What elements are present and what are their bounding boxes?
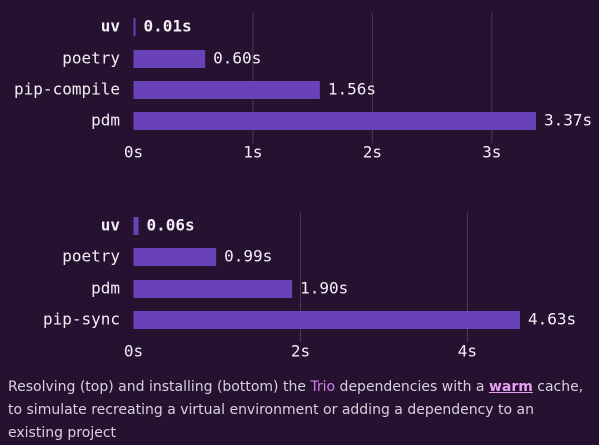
- category-label: pip-sync: [43, 310, 120, 329]
- x-tick-label: 1s: [243, 143, 262, 162]
- chart-resolve: 0s 1s 2s 3s uv 0.01s poetry 0.60s pip-compile 1.5…: [14, 13, 592, 162]
- x-tick-label: 3s: [482, 143, 501, 162]
- benchmark-figure: 0s 1s 2s 3s uv 0.01s poetry 0.60s pip-compile 1.5…: [8, 13, 592, 441]
- value-label: 4.63s: [528, 310, 576, 329]
- category-label: uv: [101, 216, 121, 235]
- value-label: 0.60s: [213, 49, 261, 68]
- x-tick-label: 2s: [291, 342, 310, 361]
- bar: [133, 50, 206, 68]
- category-label: uv: [101, 17, 121, 36]
- bar: [133, 18, 136, 36]
- value-label: 0.06s: [147, 216, 195, 235]
- x-tick-label: 0s: [124, 143, 143, 162]
- chart-install: 0s 2s 4s uv 0.06s poetry 0.99s pdm 1.90s pip-sync…: [43, 212, 576, 361]
- bar: [133, 280, 293, 298]
- bar: [133, 311, 520, 329]
- bar: [133, 112, 536, 130]
- category-label: pip-compile: [14, 80, 120, 99]
- trio-link[interactable]: Trio: [310, 379, 336, 395]
- value-label: 1.56s: [328, 80, 376, 99]
- category-label: poetry: [62, 247, 120, 266]
- x-tick-label: 4s: [458, 342, 477, 361]
- value-label: 0.01s: [144, 17, 192, 36]
- figure-caption: Resolving (top) and installing (bottom) …: [8, 376, 593, 445]
- bar: [133, 248, 217, 266]
- bar: [133, 217, 139, 235]
- x-tick-label: 0s: [124, 342, 143, 361]
- category-label: pdm: [91, 279, 120, 298]
- category-label: poetry: [62, 49, 120, 68]
- caption-text-1: Resolving (top) and installing (bottom) …: [8, 379, 311, 395]
- value-label: 3.37s: [544, 111, 592, 130]
- caption-text-2: dependencies with a: [335, 379, 489, 395]
- category-label: pdm: [91, 111, 120, 130]
- bar: [133, 81, 320, 99]
- value-label: 0.99s: [224, 247, 272, 266]
- value-label: 1.90s: [300, 279, 348, 298]
- x-tick-label: 2s: [363, 143, 382, 162]
- benchmark-charts: 0s 1s 2s 3s uv 0.01s poetry 0.60s pip-compile 1.5…: [14, 13, 592, 361]
- warm-link[interactable]: warm: [488, 379, 533, 395]
